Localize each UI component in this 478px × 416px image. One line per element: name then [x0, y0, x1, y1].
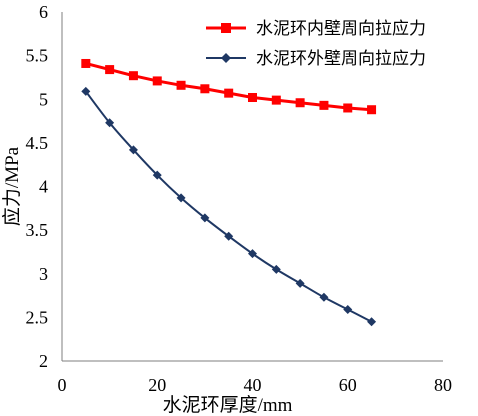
y-tick-label: 4: [39, 177, 48, 197]
y-tick-label: 5: [39, 89, 48, 109]
legend-label: 水泥环外壁周向拉应力: [256, 49, 426, 69]
data-point: [343, 103, 353, 113]
data-point: [128, 71, 138, 81]
series-layer: [81, 58, 377, 327]
data-point: [271, 95, 281, 105]
data-point: [200, 213, 210, 223]
data-point: [271, 264, 281, 274]
data-point: [367, 317, 377, 327]
y-tick-label: 5.5: [26, 46, 49, 66]
series-1: [81, 58, 377, 115]
y-axis-title: 应力/MPa: [1, 146, 23, 226]
y-tick-label: 6: [39, 2, 48, 22]
data-point: [295, 98, 305, 108]
x-tick-label: 20: [148, 375, 166, 395]
series-line: [85, 62, 372, 112]
x-axis-title: 水泥环厚度/mm: [163, 394, 293, 416]
data-point: [224, 231, 234, 241]
legend-item: 水泥环内壁周向拉应力: [206, 19, 426, 39]
data-point: [248, 93, 257, 103]
x-tick-label: 60: [339, 375, 357, 395]
y-tick-label: 3.5: [26, 220, 49, 240]
legend-label: 水泥环内壁周向拉应力: [256, 19, 426, 39]
data-point: [319, 100, 329, 110]
legend-marker: [221, 53, 231, 63]
data-point: [224, 88, 234, 98]
x-tick-label: 0: [58, 375, 67, 395]
data-point: [128, 145, 138, 155]
data-point: [105, 65, 115, 75]
data-point: [319, 292, 329, 302]
data-point: [105, 118, 115, 128]
axes: [61, 12, 443, 362]
data-point: [152, 76, 162, 86]
series-2: [81, 86, 377, 327]
data-point: [343, 305, 353, 315]
data-point: [367, 105, 377, 115]
x-tick-labels: 0 20 40 60 80: [58, 375, 453, 395]
data-point: [81, 58, 91, 68]
x-tick-label: 80: [434, 375, 452, 395]
data-point: [200, 84, 210, 94]
series-line: [85, 90, 373, 323]
x-tick-label: 40: [244, 375, 262, 395]
legend-item: 水泥环外壁周向拉应力: [206, 49, 426, 69]
y-tick-label: 4.5: [26, 133, 49, 153]
legend-marker: [221, 23, 231, 33]
data-point: [81, 86, 91, 96]
data-point: [152, 170, 162, 180]
y-tick-label: 2: [39, 351, 48, 371]
data-point: [248, 249, 257, 259]
data-point: [176, 80, 186, 90]
y-tick-label: 2.5: [26, 307, 49, 327]
data-point: [295, 278, 305, 288]
data-point: [176, 193, 186, 203]
y-tick-labels: 2 2.5 3 3.5 4 4.5 5 5.5 6: [26, 2, 49, 371]
y-tick-label: 3: [39, 264, 48, 284]
